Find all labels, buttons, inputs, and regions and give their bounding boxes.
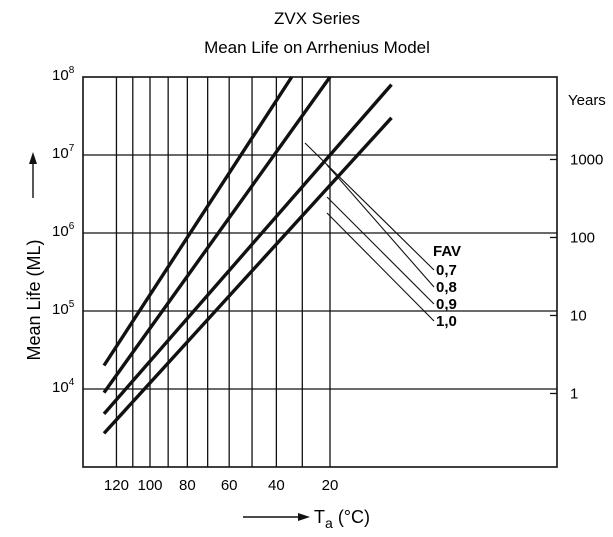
y2-tick-label: 1 (570, 385, 578, 402)
x-tick-labels: 120 100 80 60 40 20 (104, 477, 338, 494)
y2-tick-label: 10 (570, 307, 587, 324)
grid (83, 77, 557, 467)
x-tick-label: 100 (137, 477, 162, 494)
legend-callout (327, 197, 434, 304)
series-line (104, 118, 392, 434)
legend-callout (327, 213, 434, 321)
x-tick-label: 80 (179, 477, 196, 494)
chart-title: ZVX Series (274, 9, 360, 28)
x-tick-label: 40 (268, 477, 285, 494)
y-axis-arrow-head (29, 152, 37, 164)
y2-tick-labels: 1 10 100 1000 (550, 151, 603, 402)
y2-axis-label: Years (568, 92, 606, 109)
legend-label: 0,9 (436, 296, 457, 313)
legend-label: 0,8 (436, 279, 457, 296)
y-tick-label: 105 (52, 299, 75, 318)
x-tick-label: 20 (322, 477, 339, 494)
x-axis-label: Ta (°C) (314, 507, 370, 531)
x-tick-label: 120 (104, 477, 129, 494)
plot-frame (83, 77, 557, 467)
legend-callout (305, 143, 434, 270)
series (104, 77, 392, 433)
y-tick-labels: 104 105 106 107 108 (52, 65, 75, 396)
legend-callouts (305, 143, 434, 321)
y-tick-label: 108 (52, 65, 75, 84)
series-line (104, 77, 330, 393)
y-tick-label: 107 (52, 143, 75, 162)
x-axis-arrow-head (298, 513, 310, 521)
svg-text:Mean Life (ML): Mean Life (ML) (24, 239, 44, 360)
y2-tick-label: 100 (570, 229, 595, 246)
chart-subtitle: Mean Life on Arrhenius Model (204, 38, 430, 57)
legend-label: 0,7 (436, 262, 457, 279)
legend: 0,70,80,91,0 (436, 262, 457, 330)
y2-tick-label: 1000 (570, 151, 603, 168)
series-line (104, 85, 392, 414)
y-axis-label: Mean Life (ML) (24, 239, 44, 360)
y-tick-label: 104 (52, 377, 75, 396)
x-tick-label: 60 (221, 477, 238, 494)
legend-label: 1,0 (436, 313, 457, 330)
legend-title: FAV (433, 243, 461, 260)
y-tick-label: 106 (52, 221, 75, 240)
legend-callout (327, 165, 434, 287)
